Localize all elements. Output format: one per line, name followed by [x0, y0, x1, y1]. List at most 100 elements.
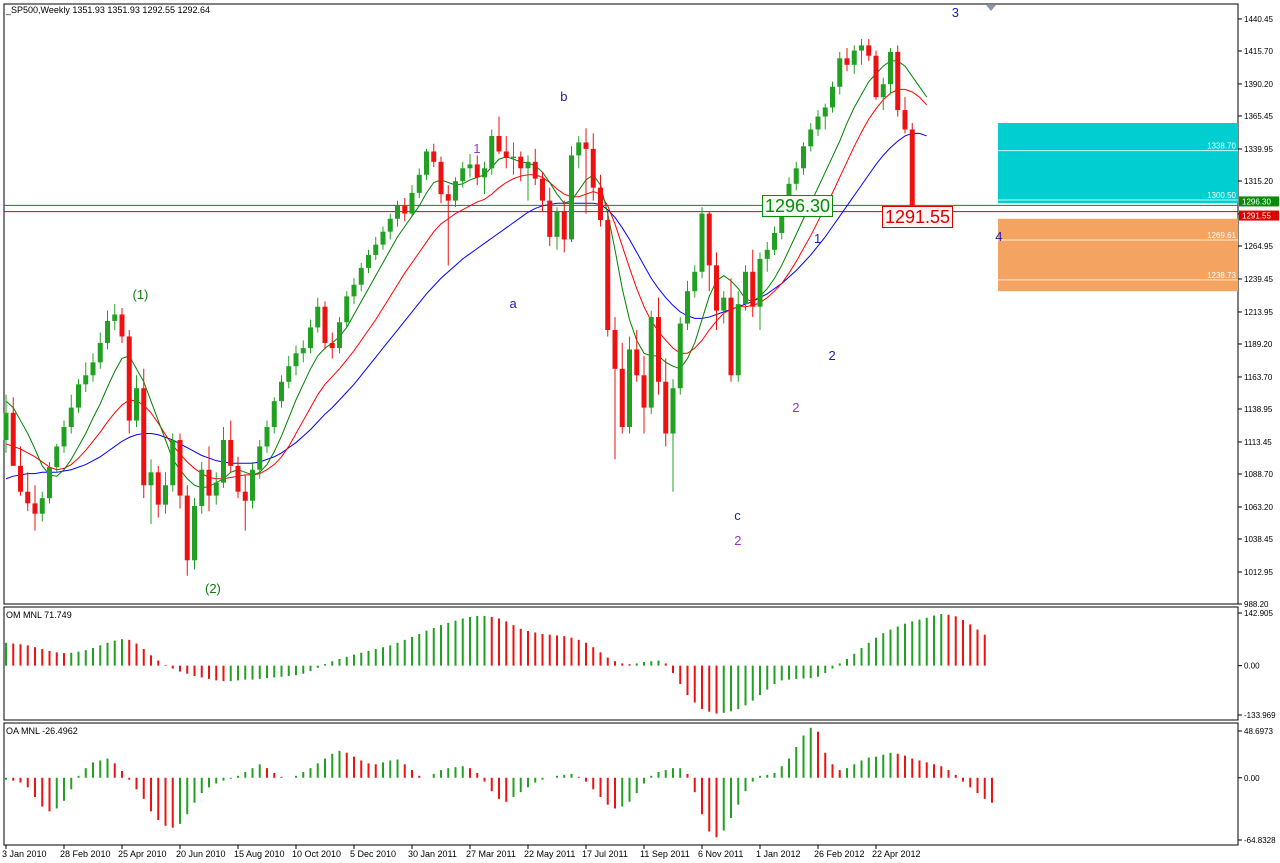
candle-body [177, 439, 183, 496]
candle-body [163, 485, 168, 505]
candle [221, 427, 226, 488]
candle [895, 45, 901, 117]
candle [68, 394, 74, 434]
price-tick-label: 1264.95 [1244, 242, 1273, 251]
candle-body [76, 384, 81, 408]
candle-body [793, 168, 799, 184]
candle-body [438, 161, 444, 195]
candle [395, 200, 400, 227]
candle-body [735, 304, 741, 376]
candle [714, 252, 719, 331]
time-tick-label: 15 Aug 2010 [234, 849, 285, 859]
candle [511, 142, 516, 175]
candle [445, 185, 451, 266]
candle [866, 38, 872, 61]
candle [554, 207, 560, 250]
candle [685, 280, 690, 331]
candle-body [271, 401, 277, 428]
candle [540, 172, 545, 211]
candle-body [634, 349, 640, 376]
candle [387, 213, 393, 240]
candle [699, 207, 705, 279]
price-tick-label: 1315.20 [1244, 177, 1273, 186]
time-tick-label: 26 Feb 2012 [814, 849, 865, 859]
candle [808, 123, 814, 152]
candle [728, 278, 734, 382]
candle [83, 362, 89, 393]
candle-body [569, 155, 574, 240]
price-tag-label: 1291.55 [1242, 212, 1271, 221]
candle-body [743, 271, 748, 305]
candle-body [199, 469, 205, 506]
candle-body [496, 135, 502, 152]
candle-body [424, 151, 429, 175]
candle [141, 368, 147, 499]
time-tick-label: 28 Feb 2010 [60, 849, 111, 859]
price-tick-label: 1415.70 [1244, 47, 1273, 56]
candle-body [554, 210, 560, 237]
candle-body [126, 336, 132, 421]
price-tick-label: 1012.95 [1244, 568, 1273, 577]
candle-body [351, 284, 357, 297]
price-tick-label: 1088.70 [1244, 470, 1273, 479]
price-axis: 1440.45 1415.70 1390.20 1365.45 1339.95 1315.… [1238, 15, 1279, 609]
candle-body [590, 148, 596, 188]
candle [692, 265, 698, 298]
time-tick-label: 1 Jan 2012 [756, 849, 801, 859]
candle-body [387, 218, 393, 232]
candle-body [779, 209, 785, 233]
wave-label: 3 [951, 5, 959, 21]
candle-body [909, 129, 915, 211]
candle [583, 128, 589, 214]
candle [134, 375, 139, 428]
candle-body [714, 265, 719, 311]
candle-body [859, 45, 864, 51]
time-tick-label: 20 Jun 2010 [176, 849, 226, 859]
candle-body [815, 116, 821, 130]
candle [525, 155, 531, 201]
candle-body [83, 375, 89, 385]
candle [547, 187, 553, 246]
candle [213, 472, 219, 505]
price-box-label: 1291.55 [882, 205, 954, 228]
candle-body [32, 503, 38, 514]
candle-body [39, 498, 45, 514]
candle [3, 394, 9, 453]
candle-body [837, 58, 843, 87]
candle-body [170, 439, 176, 486]
candle-body [90, 362, 96, 376]
candle [25, 472, 31, 512]
candle-body [18, 465, 23, 492]
price-tick-label: 1339.95 [1244, 145, 1273, 154]
candle [199, 461, 205, 514]
axis-tick-label: 48.6973 [1244, 727, 1273, 736]
shift-marker [986, 5, 996, 11]
candle-body [228, 439, 234, 466]
candle [641, 355, 647, 434]
candle [757, 252, 763, 331]
candle-body [685, 291, 690, 324]
candle [801, 142, 806, 175]
candle [235, 456, 241, 499]
candle [155, 465, 161, 518]
wave-label: 2 [734, 532, 742, 548]
candle [61, 420, 67, 453]
candle-body [97, 342, 103, 363]
candle-body [308, 327, 313, 349]
candle [344, 291, 350, 328]
axis-tick-label: 142.905 [1244, 609, 1273, 618]
candle-body [895, 51, 901, 111]
candle-body [627, 349, 632, 428]
candle-body [242, 491, 248, 501]
candle [612, 317, 618, 460]
candle-body [583, 142, 589, 149]
price-tag-label: 1296.30 [1242, 197, 1271, 206]
candle-body [656, 317, 661, 382]
candle-body [482, 168, 487, 178]
candle-body [808, 129, 814, 147]
oa-axis: 48.6973 0.00 -64.8328 [1238, 727, 1276, 845]
candle [830, 81, 835, 113]
candle-body [366, 254, 371, 268]
time-tick-label: 25 Apr 2010 [118, 849, 167, 859]
